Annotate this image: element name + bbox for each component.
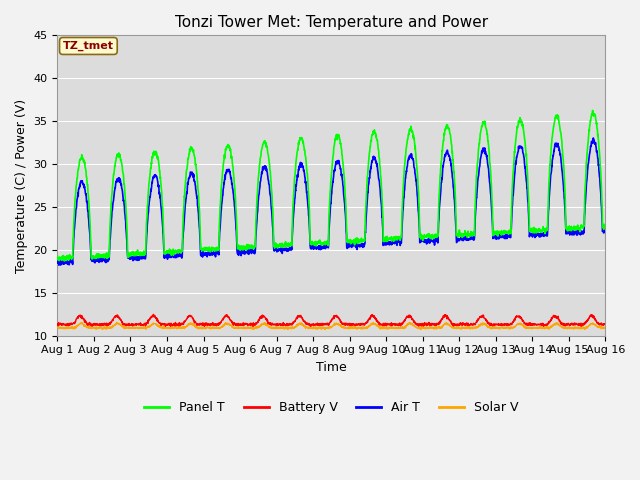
Line: Air T: Air T <box>58 138 605 265</box>
Panel T <box>207 249 214 254</box>
Battery V <box>348 322 355 328</box>
Battery V <box>150 312 157 317</box>
Solar V <box>348 324 355 330</box>
Solar V <box>54 324 61 330</box>
Air T <box>491 234 499 240</box>
Panel T <box>60 258 68 264</box>
Battery V <box>360 321 367 327</box>
Solar V <box>554 321 561 326</box>
Panel T <box>553 112 561 118</box>
Air T <box>55 262 63 268</box>
Panel T <box>602 225 609 230</box>
Battery V <box>554 315 561 321</box>
Battery V <box>207 323 214 328</box>
Air T <box>553 142 561 147</box>
Solar V <box>569 325 577 331</box>
Panel T <box>54 253 61 259</box>
Battery V <box>54 322 61 328</box>
Solar V <box>360 324 367 330</box>
Line: Panel T: Panel T <box>58 110 605 261</box>
Legend: Panel T, Battery V, Air T, Solar V: Panel T, Battery V, Air T, Solar V <box>140 396 524 419</box>
Line: Solar V: Solar V <box>58 323 605 329</box>
Air T <box>54 259 61 264</box>
Battery V <box>602 322 609 327</box>
Panel T <box>360 238 367 243</box>
Text: TZ_tmet: TZ_tmet <box>63 41 114 51</box>
Panel T <box>589 108 596 113</box>
Battery V <box>491 322 499 327</box>
Panel T <box>491 230 499 236</box>
Solar V <box>321 326 329 332</box>
Air T <box>602 227 609 232</box>
Panel T <box>568 225 576 231</box>
X-axis label: Time: Time <box>316 361 347 374</box>
Title: Tonzi Tower Met: Temperature and Power: Tonzi Tower Met: Temperature and Power <box>175 15 488 30</box>
Battery V <box>569 322 577 327</box>
Air T <box>207 251 214 256</box>
Solar V <box>602 325 609 331</box>
Solar V <box>491 324 499 330</box>
Air T <box>589 135 597 141</box>
Battery V <box>249 324 257 330</box>
Solar V <box>78 320 86 325</box>
Solar V <box>207 325 214 331</box>
Air T <box>348 242 355 248</box>
Air T <box>360 241 367 247</box>
Panel T <box>348 239 355 245</box>
Air T <box>568 230 576 236</box>
Line: Battery V: Battery V <box>58 314 605 327</box>
Y-axis label: Temperature (C) / Power (V): Temperature (C) / Power (V) <box>15 98 28 273</box>
